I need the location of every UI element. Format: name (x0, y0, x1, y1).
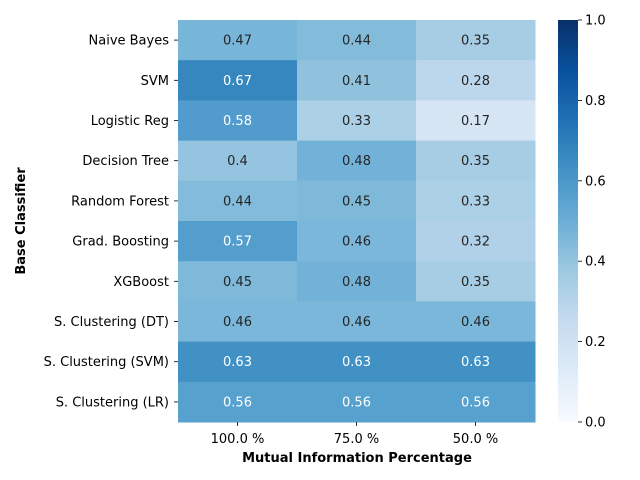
y-tick-label: XGBoost (113, 275, 169, 290)
cell-value-label: 0.44 (223, 194, 252, 209)
heatmap-cell (297, 261, 417, 302)
heatmap-cell (297, 221, 417, 262)
colorbar-tick-label: 0.0 (585, 416, 606, 431)
y-tick-label: Random Forest (71, 194, 169, 209)
heatmap-cell (178, 381, 298, 423)
heatmap-cell (297, 100, 417, 142)
heatmap-cell (297, 180, 417, 222)
heatmap-cell (416, 261, 536, 302)
colorbar-ticks: 0.0 0.2 0.4 0.6 0.8 1.0 (578, 14, 606, 431)
heatmap-cell (178, 341, 298, 383)
cell-value-label: 0.41 (342, 74, 371, 89)
colorbar-tick-label: 0.4 (585, 255, 606, 270)
colorbar-tick-label: 0.6 (585, 174, 606, 189)
colorbar-tick-label: 1.0 (585, 14, 606, 29)
cell-value-label: 0.17 (461, 114, 490, 129)
y-tick-label: Naive Bayes (89, 34, 170, 49)
heatmap-cell (178, 60, 298, 101)
x-tick-label: 100.0 % (211, 432, 265, 447)
heatmap-cell (297, 341, 417, 383)
cell-value-label: 0.33 (342, 114, 371, 129)
heatmap-cell (297, 381, 417, 423)
cell-value-label: 0.45 (342, 194, 371, 209)
heatmap-cell (178, 261, 298, 302)
heatmap-cell (416, 180, 536, 222)
x-axis-label: Mutual Information Percentage (242, 451, 472, 466)
y-tick-label: Grad. Boosting (72, 235, 169, 250)
heatmap-cell (178, 180, 298, 222)
cell-value-label: 0.4 (227, 154, 248, 169)
cell-value-label: 0.44 (342, 34, 371, 49)
cell-value-label: 0.56 (223, 395, 252, 410)
heatmap-cell-labels: 0.47 0.44 0.35 0.67 0.41 0.28 0.58 0.33 0.17 0.4 0… (223, 34, 490, 411)
y-tick-label: S. Clustering (DT) (54, 315, 169, 330)
cell-value-label: 0.46 (342, 315, 371, 330)
cell-value-label: 0.35 (461, 275, 490, 290)
y-tick-labels: Naive Bayes SVM Logistic Reg Decision Tree R… (44, 34, 178, 410)
cell-value-label: 0.58 (223, 114, 252, 129)
colorbar-tick-label: 0.2 (585, 335, 606, 350)
heatmap-cell (416, 100, 536, 142)
cell-value-label: 0.35 (461, 154, 490, 169)
cell-value-label: 0.46 (223, 315, 252, 330)
heatmap-cells (178, 20, 536, 423)
cell-value-label: 0.48 (342, 154, 371, 169)
heatmap-cell (178, 221, 298, 262)
cell-value-label: 0.32 (461, 235, 490, 250)
heatmap-cell (416, 381, 536, 423)
cell-value-label: 0.56 (342, 395, 371, 410)
heatmap-cell (178, 20, 298, 61)
cell-value-label: 0.28 (461, 74, 490, 89)
cell-value-label: 0.48 (342, 275, 371, 290)
colorbar (558, 20, 578, 422)
heatmap-cell (416, 301, 536, 343)
cell-value-label: 0.63 (223, 355, 252, 370)
cell-value-label: 0.45 (223, 275, 252, 290)
heatmap-cell (297, 301, 417, 343)
y-tick-label: Logistic Reg (91, 114, 169, 129)
heatmap-cell (178, 301, 298, 343)
x-tick-label: 75.0 % (334, 432, 379, 447)
x-tick-label: 50.0 % (453, 432, 498, 447)
cell-value-label: 0.63 (461, 355, 490, 370)
heatmap-cell (297, 140, 417, 182)
cell-value-label: 0.33 (461, 194, 490, 209)
y-tick-label: Decision Tree (82, 154, 169, 169)
heatmap-cell (416, 221, 536, 262)
cell-value-label: 0.46 (461, 315, 490, 330)
heatmap-cell (416, 20, 536, 61)
cell-value-label: 0.56 (461, 395, 490, 410)
heatmap-cell (416, 140, 536, 182)
x-tick-labels: 100.0 % 75.0 % 50.0 % (211, 422, 498, 447)
heatmap-cell (178, 100, 298, 142)
cell-value-label: 0.63 (342, 355, 371, 370)
cell-value-label: 0.57 (223, 235, 252, 250)
cell-value-label: 0.46 (342, 235, 371, 250)
heatmap-cell (297, 20, 417, 61)
cell-value-label: 0.35 (461, 34, 490, 49)
y-tick-label: S. Clustering (LR) (56, 395, 169, 410)
cell-value-label: 0.47 (223, 34, 252, 49)
y-tick-label: S. Clustering (SVM) (44, 355, 169, 370)
heatmap-cell (416, 341, 536, 383)
y-tick-label: SVM (141, 74, 169, 89)
heatmap-cell (297, 60, 417, 101)
colorbar-tick-label: 0.8 (585, 94, 606, 109)
heatmap-cell (416, 60, 536, 101)
cell-value-label: 0.67 (223, 74, 252, 89)
heatmap-cell (178, 140, 298, 182)
y-axis-label: Base Classifier (14, 167, 29, 275)
